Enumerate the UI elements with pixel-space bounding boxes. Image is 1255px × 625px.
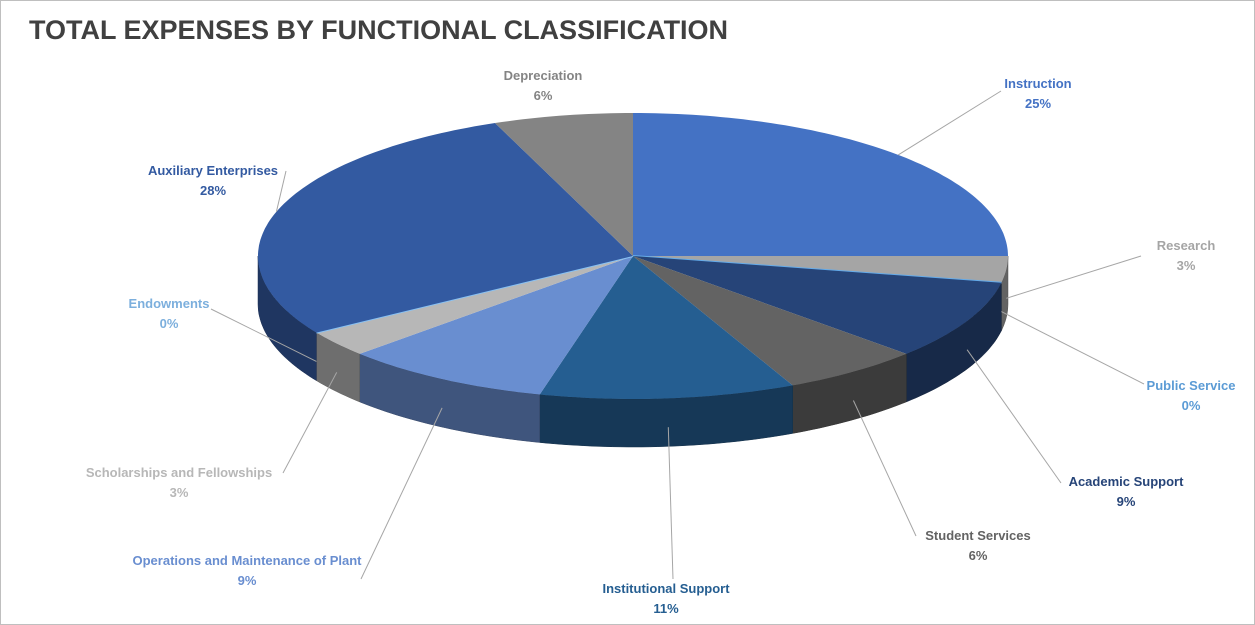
- slice: [258, 123, 633, 333]
- label-value: 0%: [159, 316, 179, 331]
- leader-line: [966, 349, 1062, 484]
- leader-line: [667, 427, 674, 580]
- leader-line: [210, 308, 317, 362]
- leader-line: [1001, 311, 1145, 385]
- label-name: Scholarships and Fellowships: [85, 465, 273, 480]
- label-name: Public Service: [1146, 378, 1236, 393]
- data-label: Research 3%: [1056, 236, 1254, 276]
- slice: [633, 113, 1008, 256]
- data-label: Public Service 0%: [1061, 376, 1254, 416]
- leader-line: [360, 407, 443, 580]
- slice: [495, 113, 633, 256]
- data-label: Institutional Support 11%: [536, 579, 796, 619]
- label-name: Student Services: [925, 528, 1031, 543]
- label-name: Depreciation: [503, 68, 583, 83]
- label-value: 25%: [1024, 96, 1052, 111]
- label-value: 3%: [169, 485, 189, 500]
- label-value: 28%: [199, 183, 227, 198]
- label-name: Instruction: [1004, 76, 1072, 91]
- data-label: Depreciation 6%: [413, 66, 673, 106]
- label-value: 6%: [968, 548, 988, 563]
- leader-line: [282, 372, 338, 474]
- label-name: Operations and Maintenance of Plant: [132, 553, 362, 568]
- leader-line: [275, 170, 287, 212]
- data-label: Operations and Maintenance of Plant 9%: [127, 551, 367, 591]
- label-name: Endowments: [128, 296, 210, 311]
- data-label: Student Services 6%: [848, 526, 1108, 566]
- data-label: Endowments 0%: [39, 294, 299, 334]
- label-value: 6%: [533, 88, 553, 103]
- slice: [633, 256, 907, 386]
- label-value: 3%: [1176, 258, 1196, 273]
- leader-line: [1006, 255, 1142, 299]
- data-label: Academic Support 9%: [996, 472, 1254, 512]
- label-value: 9%: [1116, 494, 1136, 509]
- label-name: Institutional Support: [602, 581, 730, 596]
- data-label: Instruction 25%: [908, 74, 1168, 114]
- slice-side: [257, 255, 317, 382]
- data-label: Auxiliary Enterprises 28%: [83, 161, 343, 201]
- label-value: 0%: [1181, 398, 1201, 413]
- leader-line: [897, 90, 1002, 156]
- label-name: Academic Support: [1068, 474, 1184, 489]
- label-value: 9%: [237, 573, 257, 588]
- label-name: Auxiliary Enterprises: [147, 163, 279, 178]
- slice: [316, 256, 633, 354]
- slice: [539, 256, 793, 399]
- slice: [633, 256, 1002, 354]
- slice: [359, 256, 633, 395]
- label-value: 11%: [653, 601, 679, 616]
- chart-title: TOTAL EXPENSES BY FUNCTIONAL CLASSIFICAT…: [29, 15, 729, 45]
- data-label: Scholarships and Fellowships 3%: [49, 463, 309, 503]
- label-name: Research: [1156, 238, 1216, 253]
- leader-line: [852, 400, 917, 537]
